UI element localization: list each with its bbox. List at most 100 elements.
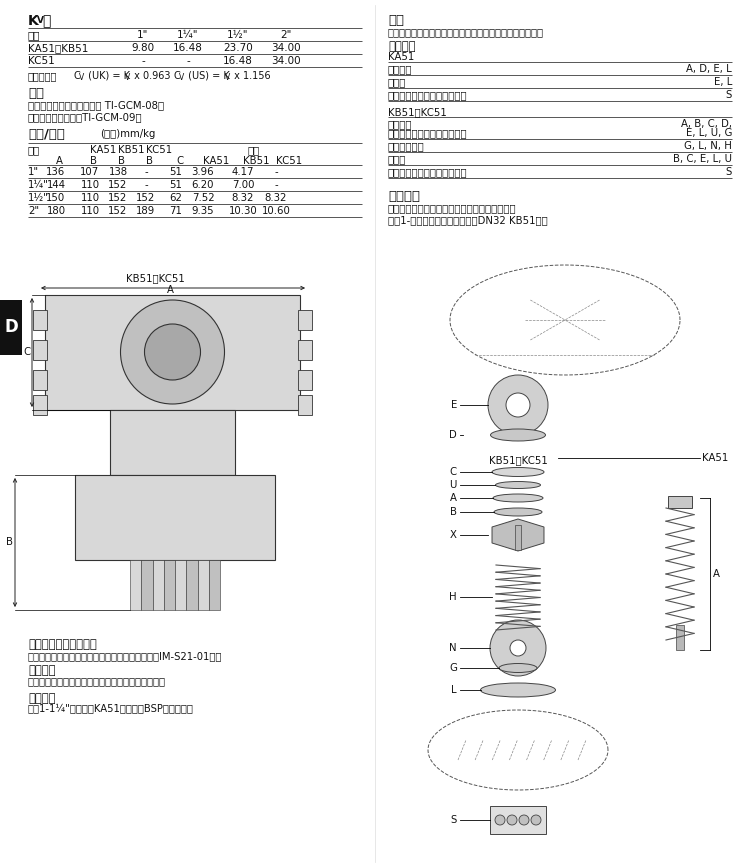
Text: 饱和蛸汽系统选型，请参考 TI-GCM-08。: 饱和蛸汽系统选型，请参考 TI-GCM-08。 xyxy=(28,100,164,110)
Text: -: - xyxy=(186,56,190,66)
Bar xyxy=(33,370,47,390)
Text: 阀座装置: 阀座装置 xyxy=(388,119,412,129)
Circle shape xyxy=(507,815,517,825)
Text: x 0.963: x 0.963 xyxy=(131,71,170,81)
Text: 150: 150 xyxy=(46,193,65,203)
Text: V: V xyxy=(79,73,84,81)
Text: 1": 1" xyxy=(28,167,39,177)
Text: 重量: 重量 xyxy=(248,145,260,155)
Bar xyxy=(298,310,312,330)
Text: C: C xyxy=(176,156,183,166)
Bar xyxy=(490,806,546,834)
Text: -: - xyxy=(141,56,145,66)
Text: 按上述说明订购备件，并注明阀的口径和型号。: 按上述说明订购备件，并注明阀的口径和型号。 xyxy=(388,203,516,213)
Ellipse shape xyxy=(496,481,540,488)
Text: B: B xyxy=(118,156,125,166)
Text: C: C xyxy=(450,467,457,477)
Text: 8.32: 8.32 xyxy=(265,193,287,203)
Text: 阀盖螺栓和螺帽组（四件套）: 阀盖螺栓和螺帽组（四件套） xyxy=(388,90,468,100)
Text: V: V xyxy=(36,16,43,25)
Text: 2": 2" xyxy=(280,30,292,40)
Circle shape xyxy=(495,815,505,825)
Text: G: G xyxy=(449,663,457,673)
Text: 1½": 1½" xyxy=(227,30,248,40)
Text: 详细信息请参考随产品一起提供的安装维修指南（IM-S21-01）。: 详细信息请参考随产品一起提供的安装维修指南（IM-S21-01）。 xyxy=(28,651,222,661)
Text: A: A xyxy=(713,569,720,579)
Ellipse shape xyxy=(493,494,543,502)
Text: -: - xyxy=(144,167,148,177)
Text: 152: 152 xyxy=(136,193,155,203)
Bar xyxy=(186,560,197,610)
Text: E: E xyxy=(451,400,457,410)
Text: C: C xyxy=(173,71,180,81)
Circle shape xyxy=(490,620,546,676)
Text: 110: 110 xyxy=(80,180,100,190)
Text: 16.48: 16.48 xyxy=(173,43,203,53)
Ellipse shape xyxy=(490,429,545,441)
Text: 51: 51 xyxy=(170,167,182,177)
Text: （不包括波纹管和阀杆组件）: （不包括波纹管和阀杆组件） xyxy=(388,128,468,138)
Ellipse shape xyxy=(481,683,556,697)
Text: KB51: KB51 xyxy=(243,156,269,166)
Text: KA51: KA51 xyxy=(702,453,728,463)
Text: 51: 51 xyxy=(170,180,182,190)
Ellipse shape xyxy=(499,663,537,673)
Circle shape xyxy=(506,393,530,417)
Text: A: A xyxy=(56,156,63,166)
Text: KA51和KB51: KA51和KB51 xyxy=(28,43,89,53)
Bar xyxy=(45,295,300,410)
Text: A, D, E, L: A, D, E, L xyxy=(686,64,732,74)
Text: D: D xyxy=(449,430,457,440)
Text: 189: 189 xyxy=(136,206,155,216)
Bar xyxy=(75,475,275,560)
Text: V: V xyxy=(125,73,130,81)
Text: 3.96: 3.96 xyxy=(192,167,214,177)
Text: E, L: E, L xyxy=(713,77,732,87)
Bar xyxy=(164,560,175,610)
Text: 口径: 口径 xyxy=(28,30,40,40)
Bar xyxy=(33,310,47,330)
Text: 1½": 1½" xyxy=(28,193,49,203)
Text: X: X xyxy=(450,530,457,540)
Text: A: A xyxy=(167,285,173,295)
Bar xyxy=(33,340,47,360)
Text: 尺寸/重量: 尺寸/重量 xyxy=(28,128,65,141)
Text: L: L xyxy=(452,685,457,695)
Text: KB51: KB51 xyxy=(118,145,144,155)
Text: 180: 180 xyxy=(46,206,65,216)
Bar xyxy=(515,525,521,550)
Text: A: A xyxy=(450,493,457,503)
Text: 排量: 排量 xyxy=(28,87,44,100)
Text: 安装要点: 安装要点 xyxy=(28,664,56,677)
Bar xyxy=(298,395,312,415)
Circle shape xyxy=(531,815,541,825)
Text: A, B, C, D,: A, B, C, D, xyxy=(681,119,732,129)
Text: KB51和KC51: KB51和KC51 xyxy=(388,107,446,117)
Circle shape xyxy=(488,375,548,435)
Text: 1¼": 1¼" xyxy=(177,30,199,40)
Text: 62: 62 xyxy=(170,193,182,203)
Text: KC51: KC51 xyxy=(28,56,55,66)
Text: 144: 144 xyxy=(46,180,65,190)
Text: B: B xyxy=(146,156,153,166)
Text: 9.35: 9.35 xyxy=(192,206,214,216)
Bar xyxy=(209,560,220,610)
Text: G, L, N, H: G, L, N, H xyxy=(684,141,732,151)
Bar xyxy=(668,496,692,508)
Text: x 1.156: x 1.156 xyxy=(231,71,271,81)
Circle shape xyxy=(510,640,526,656)
Bar xyxy=(197,560,209,610)
Text: 34.00: 34.00 xyxy=(271,56,301,66)
Text: S: S xyxy=(725,90,732,100)
Text: V: V xyxy=(179,73,185,81)
Text: 6.20: 6.20 xyxy=(192,180,214,190)
Text: 阀座组件: 阀座组件 xyxy=(388,64,412,74)
Circle shape xyxy=(519,815,529,825)
Text: 107: 107 xyxy=(80,167,100,177)
Text: B: B xyxy=(90,156,97,166)
Text: 23.70: 23.70 xyxy=(223,43,253,53)
Text: KC51: KC51 xyxy=(146,145,172,155)
Text: KA51: KA51 xyxy=(203,156,229,166)
Text: 波纹管和阀杆: 波纹管和阀杆 xyxy=(388,141,425,151)
Text: 订购备件: 订购备件 xyxy=(388,190,420,203)
